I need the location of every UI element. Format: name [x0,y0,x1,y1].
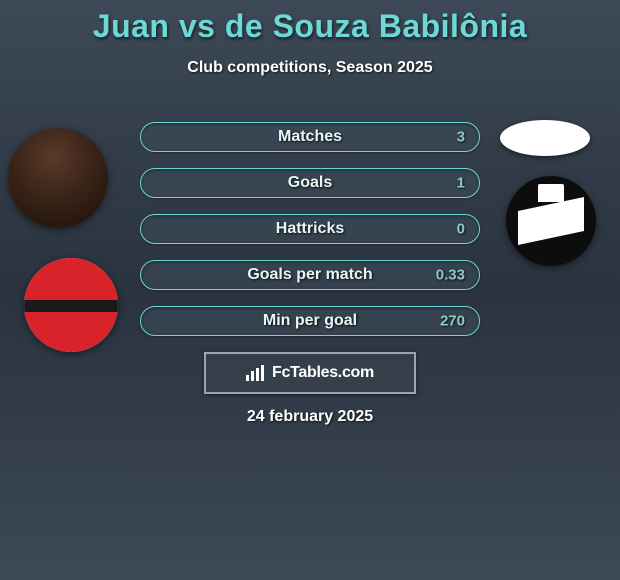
stat-row-goals: Goals 1 [140,168,480,198]
brand-text: FcTables.com [272,364,374,382]
stat-row-goals-per-match: Goals per match 0.33 [140,260,480,290]
stat-label: Hattricks [276,220,344,238]
page-title: Juan vs de Souza Babilônia [0,0,620,45]
chart-icon [246,365,266,381]
footer-date: 24 february 2025 [0,408,620,426]
stat-row-hattricks: Hattricks 0 [140,214,480,244]
club-left-badge [24,258,118,352]
player-left-avatar [8,128,108,228]
stat-value-right: 1 [457,175,465,192]
stat-label: Goals [288,174,332,192]
player-right-avatar [500,120,590,156]
stat-label: Matches [278,128,342,146]
stat-label: Min per goal [263,312,357,330]
stat-value-right: 0 [457,221,465,238]
brand-box: FcTables.com [204,352,416,394]
stat-label: Goals per match [247,266,372,284]
stat-row-min-per-goal: Min per goal 270 [140,306,480,336]
stats-panel: Matches 3 Goals 1 Hattricks 0 Goals per … [140,122,480,352]
stat-value-right: 0.33 [436,267,465,284]
stat-value-right: 3 [457,129,465,146]
page-subtitle: Club competitions, Season 2025 [0,59,620,77]
stat-value-right: 270 [440,313,465,330]
stat-row-matches: Matches 3 [140,122,480,152]
club-right-badge [506,176,596,266]
